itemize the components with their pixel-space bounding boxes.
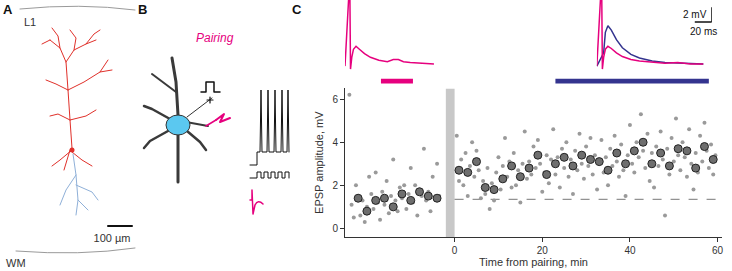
svg-text:L1: L1 — [24, 16, 36, 28]
svg-text:Time from pairing, min: Time from pairing, min — [479, 256, 588, 268]
svg-text:100 µm: 100 µm — [94, 232, 131, 244]
svg-text:B: B — [138, 2, 147, 17]
svg-text:60: 60 — [712, 245, 724, 256]
svg-text:20: 20 — [537, 245, 549, 256]
svg-text:WM: WM — [6, 257, 26, 269]
svg-text:20 ms: 20 ms — [690, 26, 717, 37]
svg-text:2: 2 — [332, 180, 338, 191]
svg-text:40: 40 — [624, 245, 636, 256]
svg-text:EPSP amplitude, mV: EPSP amplitude, mV — [313, 111, 325, 214]
svg-text:Pairing: Pairing — [196, 31, 234, 45]
svg-text:4: 4 — [332, 137, 338, 148]
svg-text:C: C — [292, 2, 302, 17]
svg-text:6: 6 — [332, 94, 338, 105]
svg-text:0: 0 — [332, 223, 338, 234]
svg-text:0: 0 — [452, 245, 458, 256]
svg-text:2 mV: 2 mV — [683, 9, 707, 20]
svg-text:A: A — [3, 2, 13, 17]
